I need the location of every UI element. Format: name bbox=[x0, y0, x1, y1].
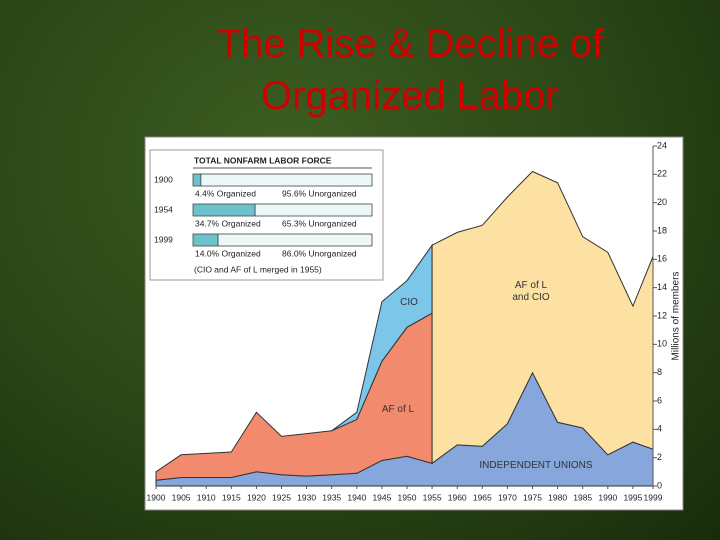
value-label: 86.0% Unorganized bbox=[282, 248, 357, 258]
y-tick-label: 4 bbox=[657, 424, 662, 434]
category-label: 1999 bbox=[154, 234, 173, 244]
x-tick-label: 1999 bbox=[644, 492, 663, 502]
value-label: 95.6% Unorganized bbox=[282, 188, 357, 198]
x-tick-label: 1930 bbox=[297, 492, 316, 502]
x-tick-label: 1945 bbox=[372, 492, 391, 502]
slide-title: The Rise & Decline of Organized Labor bbox=[216, 22, 604, 118]
y-tick-label: 14 bbox=[657, 282, 667, 292]
y-tick-label: 20 bbox=[657, 197, 667, 207]
y-tick-label: 8 bbox=[657, 367, 662, 377]
area-label: INDEPENDENT UNIONS bbox=[479, 460, 593, 471]
y-tick-label: 2 bbox=[657, 452, 662, 462]
x-tick-label: 1935 bbox=[322, 492, 341, 502]
bar-segment bbox=[254, 203, 373, 217]
x-tick-label: 1970 bbox=[498, 492, 517, 502]
x-tick-label: 1995 bbox=[623, 492, 642, 502]
y-tick-label: 0 bbox=[657, 480, 662, 490]
x-tick-label: 1915 bbox=[222, 492, 241, 502]
x-tick-label: 1910 bbox=[197, 492, 216, 502]
y-tick-label: 12 bbox=[657, 310, 667, 320]
y-axis-label: Millions of members bbox=[671, 272, 682, 361]
value-label: 14.0% Organized bbox=[195, 248, 261, 258]
bar-segment bbox=[217, 233, 373, 247]
x-tick-label: 1980 bbox=[548, 492, 567, 502]
y-tick-label: 10 bbox=[657, 339, 667, 349]
bar-segment bbox=[192, 233, 219, 247]
y-tick-label: 24 bbox=[657, 140, 667, 150]
y-tick-label: 18 bbox=[657, 225, 667, 235]
x-tick-label: 1950 bbox=[398, 492, 417, 502]
x-tick-label: 1990 bbox=[598, 492, 617, 502]
x-tick-label: 1905 bbox=[172, 492, 191, 502]
category-label: 1900 bbox=[154, 174, 173, 184]
x-tick-label: 1920 bbox=[247, 492, 266, 502]
x-tick-label: 1975 bbox=[523, 492, 542, 502]
x-tick-label: 1985 bbox=[573, 492, 592, 502]
area-label: CIO bbox=[400, 297, 418, 308]
value-label: 34.7% Organized bbox=[195, 218, 261, 228]
x-tick-label: 1925 bbox=[272, 492, 291, 502]
x-tick-label: 1900 bbox=[147, 492, 166, 502]
area-label: AF of L bbox=[381, 404, 415, 415]
bar-segment bbox=[192, 203, 256, 217]
y-tick-label: 16 bbox=[657, 254, 667, 264]
bar-segment bbox=[200, 173, 373, 187]
value-label: 4.4% Organized bbox=[195, 188, 256, 198]
x-tick-label: 1940 bbox=[347, 492, 366, 502]
inset-note: (CIO and AF of L merged in 1955) bbox=[194, 264, 322, 274]
inset-title: TOTAL NONFARM LABOR FORCE bbox=[194, 155, 332, 165]
x-tick-label: 1965 bbox=[473, 492, 492, 502]
y-tick-label: 22 bbox=[657, 169, 667, 179]
bar-segment bbox=[192, 173, 202, 187]
value-label: 65.3% Unorganized bbox=[282, 218, 357, 228]
y-tick-label: 6 bbox=[657, 395, 662, 405]
x-tick-label: 1960 bbox=[448, 492, 467, 502]
x-tick-label: 1955 bbox=[423, 492, 442, 502]
category-label: 1954 bbox=[154, 204, 173, 214]
area-label: AF of L and CIO bbox=[512, 280, 550, 303]
